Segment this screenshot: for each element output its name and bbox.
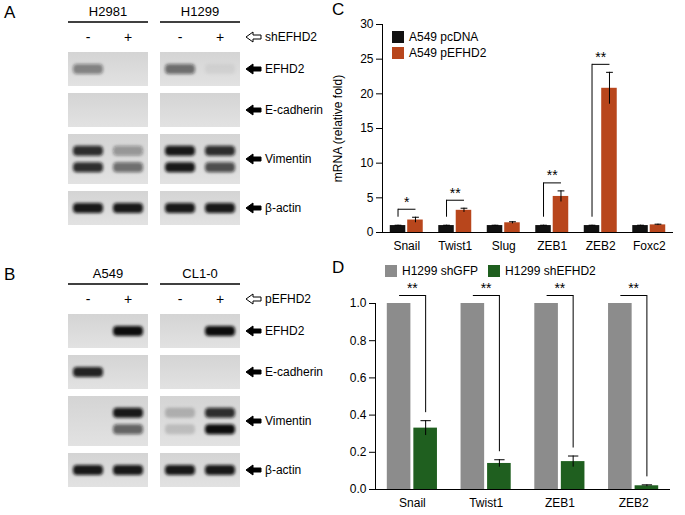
svg-text:β-actin: β-actin: [265, 201, 301, 215]
svg-text:ZEB1: ZEB1: [537, 239, 567, 253]
svg-text:H1299: H1299: [181, 4, 219, 19]
svg-text:0: 0: [367, 225, 374, 239]
svg-text:+: +: [216, 291, 224, 307]
html-text:H1299 shGFP: H1299 shGFP: [402, 264, 478, 278]
svg-text:mRNA (relative fold): mRNA (relative fold): [331, 75, 345, 182]
svg-text:**: **: [450, 185, 461, 201]
svg-text:25: 25: [360, 52, 374, 66]
html-text:A549 pcDNA: A549 pcDNA: [409, 30, 479, 44]
html-text:A549 pEFHD2: A549 pEFHD2: [409, 46, 487, 60]
svg-text:Twist1: Twist1: [469, 496, 503, 510]
svg-text:ZEB2: ZEB2: [619, 496, 649, 510]
svg-text:Snail: Snail: [393, 239, 420, 253]
svg-text:Twist1: Twist1: [438, 239, 472, 253]
svg-text:10: 10: [360, 156, 374, 170]
svg-text:1.0: 1.0: [350, 296, 367, 310]
html-text:C: C: [332, 0, 345, 19]
svg-text:Foxc2: Foxc2: [633, 239, 666, 253]
svg-text:A: A: [4, 3, 16, 22]
svg-text:15: 15: [360, 121, 374, 135]
svg-text:**: **: [595, 49, 606, 65]
svg-text:B: B: [4, 265, 15, 284]
svg-text:E-cadherin: E-cadherin: [265, 365, 323, 379]
svg-text:-: -: [178, 29, 183, 45]
svg-text:**: **: [628, 280, 639, 296]
html-text:H1299 shEFHD2: H1299 shEFHD2: [505, 264, 596, 278]
svg-text:H2981: H2981: [89, 4, 127, 19]
svg-text:Vimentin: Vimentin: [265, 152, 311, 166]
svg-text:-: -: [86, 291, 91, 307]
svg-text:β-actin: β-actin: [265, 463, 301, 477]
svg-text:0.2: 0.2: [350, 445, 367, 459]
svg-text:EFHD2: EFHD2: [265, 324, 305, 338]
svg-text:-: -: [178, 291, 183, 307]
svg-text:*: *: [404, 194, 410, 210]
svg-text:**: **: [554, 280, 565, 296]
svg-text:ZEB2: ZEB2: [586, 239, 616, 253]
svg-text:0.0: 0.0: [350, 482, 367, 496]
svg-text:-: -: [86, 29, 91, 45]
svg-text:EFHD2: EFHD2: [265, 62, 305, 76]
svg-text:+: +: [216, 29, 224, 45]
svg-text:**: **: [481, 280, 492, 296]
svg-text:30: 30: [360, 17, 374, 31]
svg-text:CL1-0: CL1-0: [182, 266, 217, 281]
svg-text:E-cadherin: E-cadherin: [265, 103, 323, 117]
svg-text:**: **: [407, 280, 418, 296]
svg-text:ZEB1: ZEB1: [545, 496, 575, 510]
svg-text:Slug: Slug: [492, 239, 516, 253]
svg-text:0.6: 0.6: [350, 371, 367, 385]
svg-text:Vimentin: Vimentin: [265, 414, 311, 428]
svg-text:0.4: 0.4: [350, 408, 367, 422]
svg-text:5: 5: [367, 191, 374, 205]
svg-text:0.8: 0.8: [350, 334, 367, 348]
svg-text:**: **: [547, 167, 558, 183]
svg-text:shEFHD2: shEFHD2: [265, 30, 317, 44]
svg-text:20: 20: [360, 87, 374, 101]
svg-text:A549: A549: [93, 266, 123, 281]
svg-text:+: +: [124, 29, 132, 45]
svg-text:+: +: [124, 291, 132, 307]
svg-text:pEFHD2: pEFHD2: [265, 292, 311, 306]
html-text:D: D: [332, 258, 345, 277]
svg-text:Snail: Snail: [399, 496, 426, 510]
